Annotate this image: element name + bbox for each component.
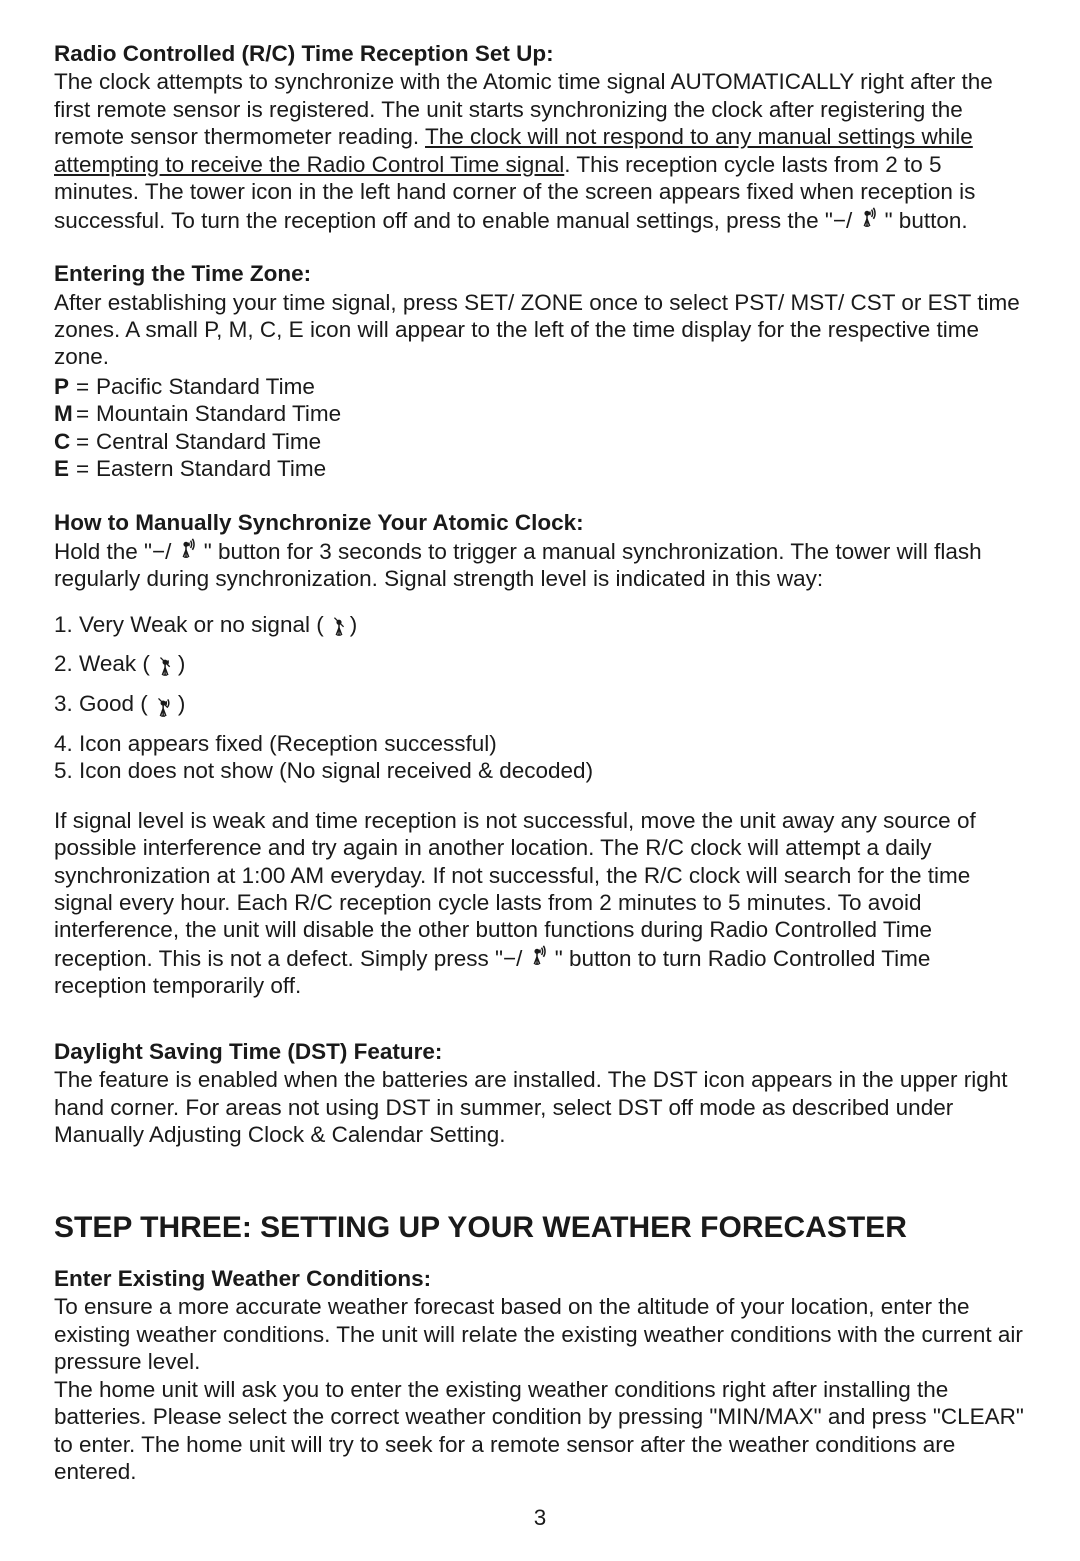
section-weather: Enter Existing Weather Conditions: To en… — [54, 1265, 1026, 1486]
button-ref-1: −/ — [833, 208, 885, 233]
heading-rc-setup: Radio Controlled (R/C) Time Reception Se… — [54, 40, 1026, 67]
body-dst: The feature is enabled when the batterie… — [54, 1066, 1026, 1148]
tz-letter: M — [54, 400, 76, 427]
body-weather-1: To ensure a more accurate weather foreca… — [54, 1293, 1026, 1375]
body-manual-sync: Hold the "−/ " button for 3 seconds to t… — [54, 537, 1026, 593]
text-post2: " button. — [885, 208, 968, 233]
tz-label: Mountain Standard Time — [96, 400, 341, 427]
tz-eq: = — [76, 455, 96, 482]
heading-timezone: Entering the Time Zone: — [54, 260, 1026, 287]
tz-row: C = Central Standard Time — [54, 428, 1026, 455]
body-timezone: After establishing your time signal, pre… — [54, 289, 1026, 371]
tz-row: M = Mountain Standard Time — [54, 400, 1026, 427]
section-rc-setup: Radio Controlled (R/C) Time Reception Se… — [54, 40, 1026, 234]
heading-manual-sync: How to Manually Synchronize Your Atomic … — [54, 509, 1026, 536]
signal-level-2: 2. Weak ( ) — [54, 650, 1026, 677]
tower-icon — [175, 537, 197, 559]
body-weather-2: The home unit will ask you to enter the … — [54, 1376, 1026, 1486]
signal-line4: 4. Icon appears fixed (Reception success… — [54, 730, 1026, 757]
signal-level-3: 3. Good ( ) — [54, 690, 1026, 718]
tz-eq: = — [76, 373, 96, 400]
heading-dst: Daylight Saving Time (DST) Feature: — [54, 1038, 1026, 1065]
close-paren: ) — [350, 611, 358, 638]
spacer — [54, 1026, 1026, 1038]
heading-step-three: STEP THREE: SETTING UP YOUR WEATHER FORE… — [54, 1210, 1026, 1247]
tz-label: Pacific Standard Time — [96, 373, 315, 400]
tz-row: E = Eastern Standard Time — [54, 455, 1026, 482]
section-manual-sync: How to Manually Synchronize Your Atomic … — [54, 509, 1026, 1000]
tz-label: Eastern Standard Time — [96, 455, 326, 482]
minus-slash: −/ — [833, 208, 852, 233]
signal-line5: 5. Icon does not show (No signal receive… — [54, 757, 1026, 784]
spacer — [54, 785, 1026, 807]
signal-level-1: 1. Very Weak or no signal ( ) — [54, 611, 1026, 638]
minus-slash: −/ — [503, 946, 522, 971]
spacer — [54, 1174, 1026, 1182]
section-dst: Daylight Saving Time (DST) Feature: The … — [54, 1038, 1026, 1149]
tz-letter: C — [54, 428, 76, 455]
tz-eq: = — [76, 428, 96, 455]
tower-weak-icon — [328, 613, 350, 637]
body-manual-sync-2: If signal level is weak and time recepti… — [54, 807, 1026, 1000]
section-timezone: Entering the Time Zone: After establishi… — [54, 260, 1026, 483]
tower-1arc-icon — [154, 651, 178, 677]
timezone-list: P = Pacific Standard Time M = Mountain S… — [54, 373, 1026, 483]
button-ref-3: −/ — [503, 946, 555, 971]
close-paren: ) — [178, 690, 186, 717]
tz-row: P = Pacific Standard Time — [54, 373, 1026, 400]
heading-weather: Enter Existing Weather Conditions: — [54, 1265, 1026, 1292]
page-number: 3 — [54, 1504, 1026, 1531]
tz-letter: P — [54, 373, 76, 400]
spacer — [54, 593, 1026, 611]
tower-icon — [856, 206, 878, 228]
tower-icon — [526, 944, 548, 966]
tz-eq: = — [76, 400, 96, 427]
button-ref-2: −/ — [152, 539, 204, 564]
tower-2arc-icon — [152, 690, 178, 718]
close-paren: ) — [178, 650, 186, 677]
text-pre: Hold the " — [54, 539, 152, 564]
body-rc-setup: The clock attempts to synchronize with t… — [54, 68, 1026, 234]
tz-label: Central Standard Time — [96, 428, 321, 455]
signal-label: 3. Good ( — [54, 690, 148, 717]
signal-label: 2. Weak ( — [54, 650, 150, 677]
tz-letter: E — [54, 455, 76, 482]
signal-label: 1. Very Weak or no signal ( — [54, 611, 324, 638]
minus-slash: −/ — [152, 539, 171, 564]
